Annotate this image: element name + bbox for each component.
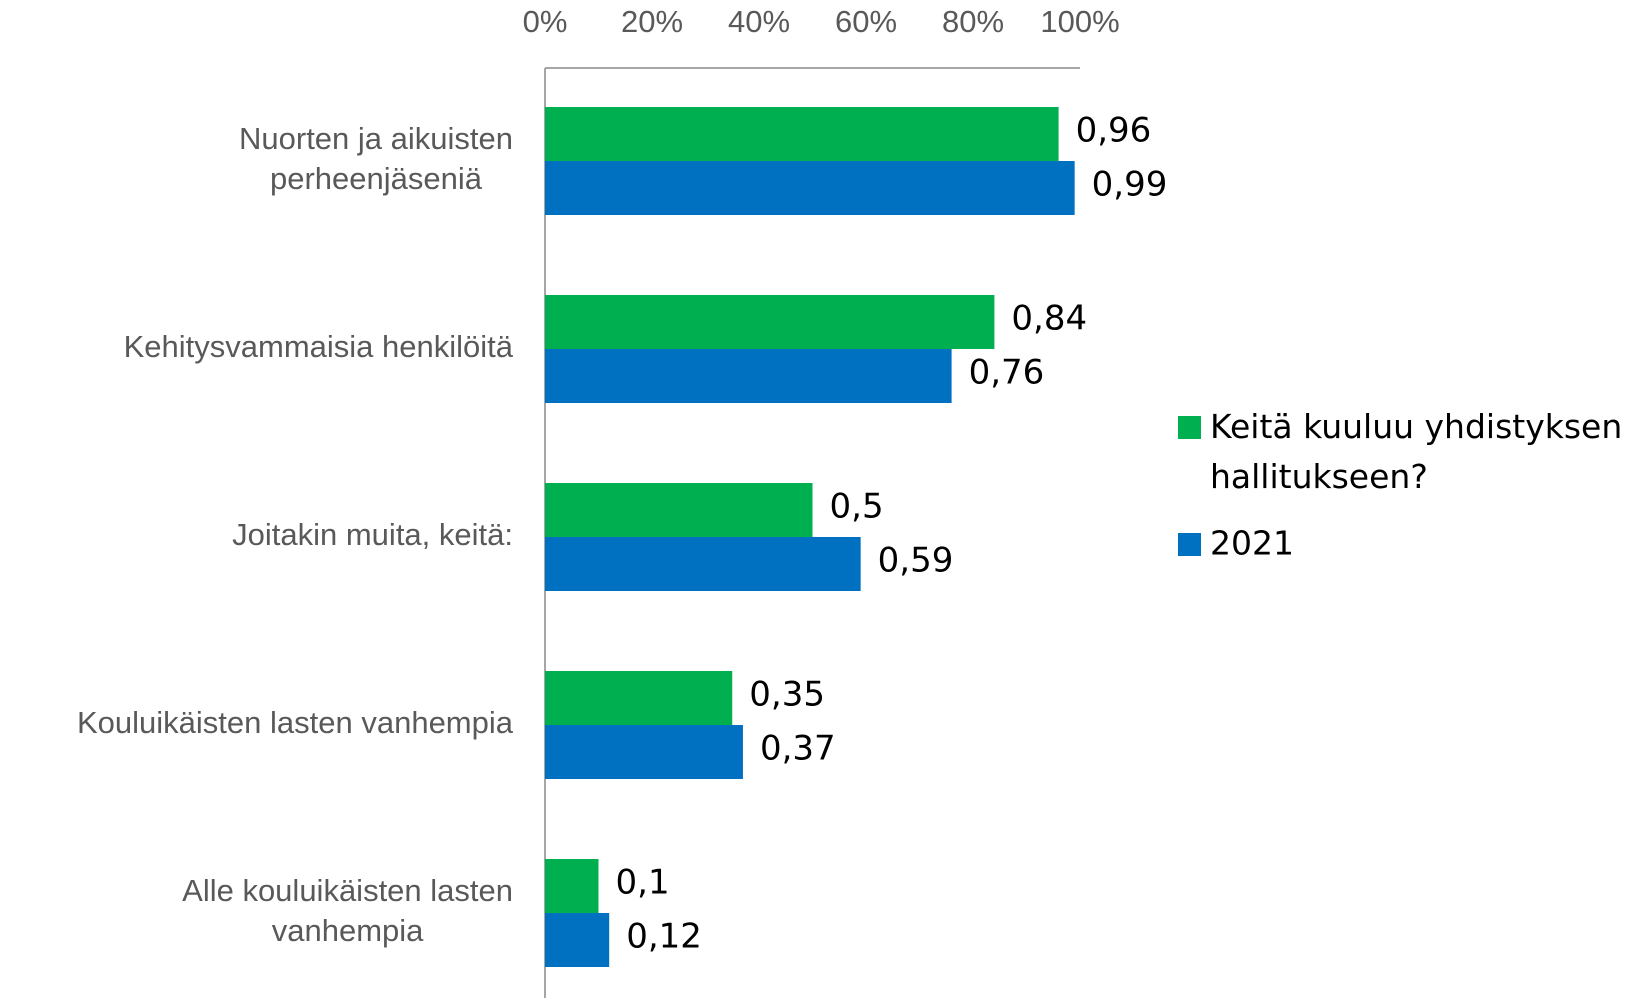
bar [545, 161, 1075, 215]
data-label: 0,12 [626, 917, 702, 957]
legend-label: 2021 [1210, 524, 1294, 563]
x-tick-label: 40% [728, 4, 790, 39]
bar [545, 671, 733, 725]
data-label: 0,99 [1092, 165, 1168, 205]
legend-label: Keitä kuuluu yhdistyksen hallitukseen? [1210, 407, 1622, 496]
bar [545, 107, 1059, 161]
bar [545, 295, 995, 349]
data-label: 0,35 [749, 675, 825, 715]
y-tick-label: Kouluikäisten lasten vanhempia [77, 705, 514, 740]
y-tick-label: Kehitysvammaisia henkilöitä [124, 329, 514, 364]
data-label: 0,59 [878, 541, 954, 581]
data-label: 0,96 [1076, 111, 1152, 151]
legend-swatch [1178, 416, 1201, 439]
y-tick-label: Joitakin muita, keitä: [232, 517, 513, 552]
y-tick-label: Alle kouluikäisten lasten vanhempia [182, 873, 513, 948]
x-tick-label: 60% [835, 4, 897, 39]
bar [545, 349, 952, 403]
bar [545, 859, 599, 913]
bar [545, 537, 861, 591]
x-tick-label: 0% [523, 4, 568, 39]
legend-swatch [1178, 533, 1201, 556]
data-label: 0,5 [830, 487, 884, 527]
y-tick-label: Nuorten ja aikuisten perheenjäseniä [239, 121, 513, 196]
data-label: 0,1 [616, 863, 670, 903]
x-tick-label: 80% [942, 4, 1004, 39]
x-tick-label: 100% [1040, 4, 1119, 39]
bar [545, 725, 743, 779]
bar [545, 483, 813, 537]
bar [545, 913, 610, 967]
data-label: 0,76 [969, 353, 1045, 393]
data-label: 0,84 [1011, 299, 1087, 339]
x-tick-label: 20% [621, 4, 683, 39]
data-label: 0,37 [760, 729, 836, 769]
